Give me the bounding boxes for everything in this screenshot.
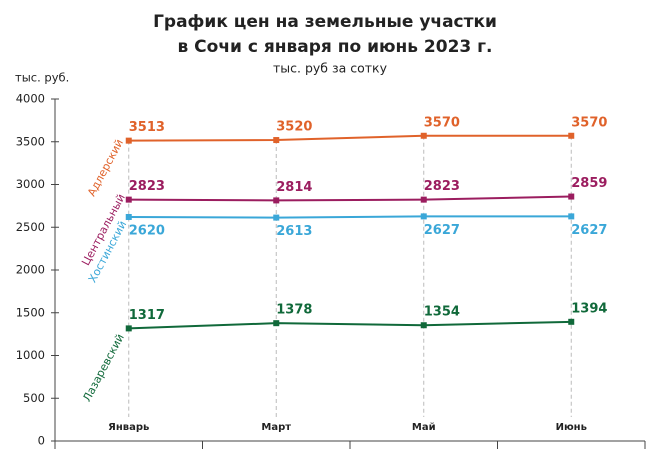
point <box>568 132 575 139</box>
value-label: 2859 <box>571 176 607 191</box>
y-tick-label: 2500 <box>16 220 45 234</box>
y-axis-label: тыс. руб. <box>15 71 69 85</box>
y-tick-label: 1500 <box>16 305 45 319</box>
value-label: 2814 <box>276 180 312 195</box>
point <box>125 325 132 332</box>
value-label: 2627 <box>571 223 607 238</box>
chart-subtitle: тыс. руб за сотку <box>273 61 388 76</box>
y-tick-label: 3000 <box>16 177 45 191</box>
y-tick-label: 2000 <box>16 263 45 277</box>
value-label: 2823 <box>129 179 165 194</box>
point <box>420 132 427 139</box>
value-label: 2627 <box>424 223 460 238</box>
value-label: 2620 <box>129 223 165 238</box>
chart-title: в Сочи с января по июнь 2023 г. <box>178 37 493 57</box>
point <box>273 320 280 327</box>
y-tick-label: 500 <box>23 391 45 405</box>
value-label: 1378 <box>276 303 312 318</box>
point <box>420 322 427 329</box>
line <box>128 134 572 142</box>
value-label: 3570 <box>571 115 607 130</box>
value-label: 1394 <box>571 301 607 316</box>
value-label: 3570 <box>424 115 460 130</box>
x-tick-label: Март <box>261 422 291 433</box>
series-label: Адлерский <box>85 137 126 199</box>
point <box>273 137 280 144</box>
chart-title: График цен на земельные участки <box>153 12 497 32</box>
value-label: 1354 <box>424 305 460 320</box>
y-tick-label: 0 <box>38 434 45 448</box>
value-label: 3513 <box>129 120 165 135</box>
value-label: 2613 <box>276 224 312 239</box>
y-tick-label: 4000 <box>16 92 45 106</box>
point <box>568 213 575 220</box>
point <box>568 318 575 325</box>
point <box>420 213 427 220</box>
x-tick-label: Июнь <box>556 422 587 433</box>
point <box>125 196 132 203</box>
x-tick-label: Январь <box>108 422 149 433</box>
point <box>568 193 575 200</box>
y-tick-label: 3500 <box>16 134 45 148</box>
value-label: 1317 <box>129 308 165 323</box>
point <box>420 196 427 203</box>
point <box>273 214 280 221</box>
line <box>128 215 572 219</box>
line <box>128 195 572 202</box>
value-label: 2823 <box>424 179 460 194</box>
series-label: Лазаревский <box>80 332 127 404</box>
x-tick-label: Май <box>412 422 436 433</box>
point <box>125 137 132 144</box>
value-label: 3520 <box>276 120 312 135</box>
y-tick-label: 1000 <box>16 348 45 362</box>
point <box>125 213 132 220</box>
line <box>128 320 572 330</box>
point <box>273 197 280 204</box>
